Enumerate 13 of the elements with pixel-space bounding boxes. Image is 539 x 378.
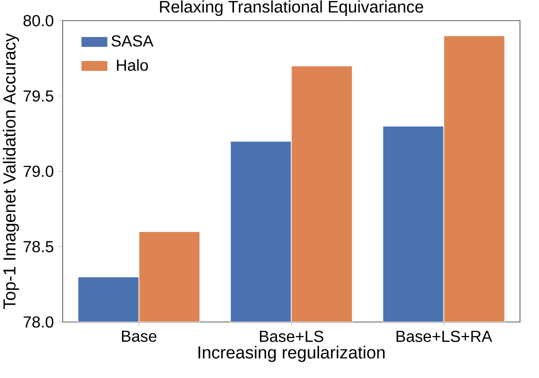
y-tick-label: 79.5 (24, 90, 54, 102)
chart-title: Relaxing Translational Equivariance (160, 0, 424, 16)
y-tick-label: 78.0 (24, 316, 54, 328)
x-tick-label: Base+LS+RA (396, 330, 492, 342)
x-axis-title: Increasing regularization (198, 346, 385, 362)
legend-label: Halo (117, 59, 148, 71)
y-tick-label: 78.5 (24, 240, 54, 252)
y-tick-label: 79.0 (24, 166, 54, 177)
x-tick-label: Base+LS (260, 330, 324, 342)
legend-label: SASA (112, 35, 154, 47)
y-tick-label: 80.0 (24, 15, 54, 26)
y-axis-title: Top-1 Imagenet Validation Accuracy (2, 33, 19, 310)
x-tick-label: Base (122, 330, 156, 342)
